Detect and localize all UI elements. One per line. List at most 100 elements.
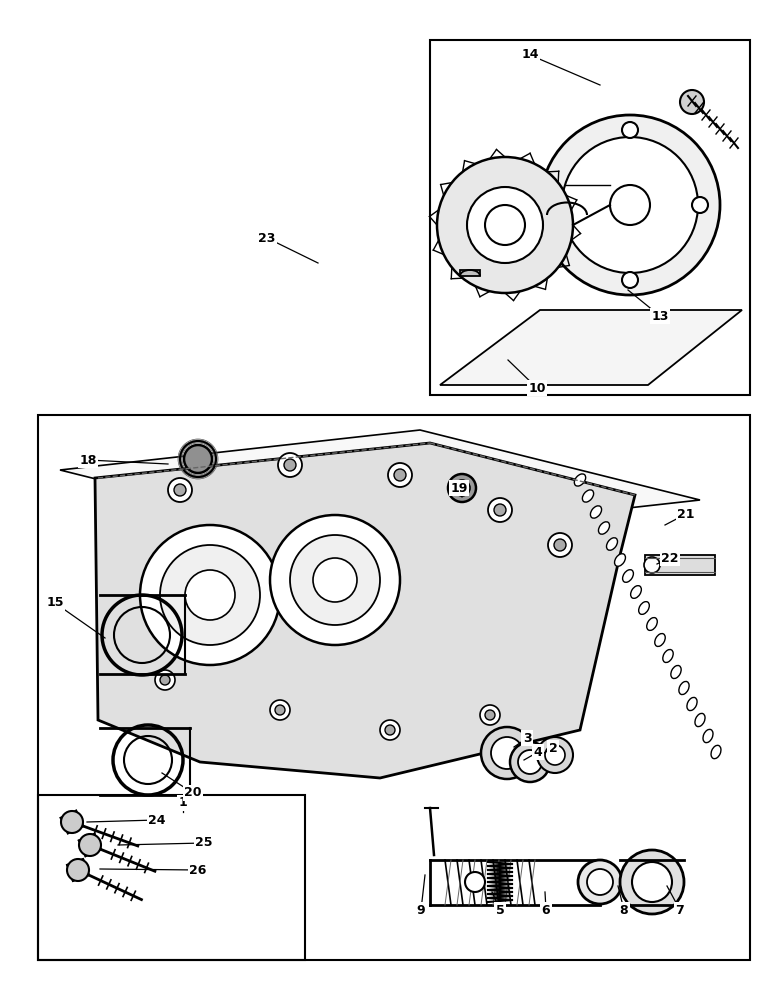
Ellipse shape: [631, 586, 642, 598]
Ellipse shape: [638, 602, 649, 614]
Circle shape: [465, 872, 485, 892]
Circle shape: [185, 570, 235, 620]
Circle shape: [488, 498, 512, 522]
Circle shape: [380, 720, 400, 740]
Circle shape: [140, 525, 280, 665]
Ellipse shape: [671, 665, 681, 679]
Circle shape: [160, 675, 170, 685]
Circle shape: [485, 710, 495, 720]
Text: 23: 23: [259, 232, 276, 244]
Circle shape: [578, 860, 622, 904]
Text: 25: 25: [195, 836, 213, 850]
Ellipse shape: [591, 506, 601, 518]
Circle shape: [313, 558, 357, 602]
Ellipse shape: [607, 538, 618, 550]
Circle shape: [622, 122, 638, 138]
Bar: [38, 415, 750, 960]
Circle shape: [562, 137, 698, 273]
Text: 22: 22: [662, 552, 679, 564]
Circle shape: [554, 539, 566, 551]
Circle shape: [587, 869, 613, 895]
Circle shape: [510, 742, 550, 782]
Text: 3: 3: [523, 732, 531, 744]
Circle shape: [174, 484, 186, 496]
Circle shape: [290, 535, 380, 625]
Ellipse shape: [622, 570, 633, 582]
Circle shape: [61, 811, 83, 833]
Circle shape: [394, 469, 406, 481]
Text: 9: 9: [417, 904, 425, 916]
Text: 4: 4: [533, 746, 543, 758]
Circle shape: [548, 533, 572, 557]
Text: 20: 20: [185, 786, 201, 800]
Text: 13: 13: [652, 310, 669, 322]
Circle shape: [454, 480, 470, 496]
Ellipse shape: [582, 490, 594, 502]
Circle shape: [437, 157, 573, 293]
Ellipse shape: [663, 650, 673, 662]
Circle shape: [620, 850, 684, 914]
Bar: [430, 40, 750, 395]
Ellipse shape: [695, 713, 705, 727]
Circle shape: [270, 700, 290, 720]
Circle shape: [481, 727, 533, 779]
Circle shape: [518, 750, 542, 774]
Circle shape: [692, 197, 708, 213]
Ellipse shape: [679, 681, 689, 695]
Circle shape: [278, 453, 302, 477]
Polygon shape: [440, 310, 742, 385]
Circle shape: [448, 474, 476, 502]
Text: 21: 21: [677, 508, 695, 520]
Ellipse shape: [615, 554, 625, 566]
Text: 5: 5: [496, 904, 504, 916]
Circle shape: [537, 737, 573, 773]
Text: 19: 19: [450, 482, 468, 494]
Polygon shape: [60, 430, 700, 540]
Circle shape: [632, 862, 672, 902]
Ellipse shape: [711, 745, 721, 759]
Circle shape: [494, 504, 506, 516]
Circle shape: [284, 459, 296, 471]
Circle shape: [79, 834, 101, 856]
Text: 14: 14: [521, 48, 539, 62]
Circle shape: [610, 185, 650, 225]
Circle shape: [388, 463, 412, 487]
Ellipse shape: [703, 729, 713, 743]
Ellipse shape: [647, 618, 657, 630]
Circle shape: [480, 705, 500, 725]
Circle shape: [270, 515, 400, 645]
Circle shape: [485, 205, 525, 245]
Text: 8: 8: [620, 904, 628, 916]
Circle shape: [385, 725, 395, 735]
Circle shape: [275, 705, 285, 715]
Text: 7: 7: [676, 904, 684, 916]
Bar: [645, 555, 715, 575]
Circle shape: [540, 115, 720, 295]
Circle shape: [680, 90, 704, 114]
Text: 24: 24: [148, 814, 166, 826]
Text: 26: 26: [189, 863, 207, 876]
Text: 10: 10: [528, 381, 546, 394]
Text: 2: 2: [549, 742, 557, 754]
Ellipse shape: [598, 522, 610, 534]
Circle shape: [545, 745, 565, 765]
Circle shape: [644, 557, 660, 573]
Ellipse shape: [574, 474, 586, 486]
Text: 1: 1: [178, 796, 188, 810]
Polygon shape: [95, 443, 635, 778]
Ellipse shape: [655, 634, 665, 646]
Text: 15: 15: [46, 596, 64, 609]
Circle shape: [67, 859, 89, 881]
Circle shape: [491, 737, 523, 769]
Ellipse shape: [687, 697, 697, 711]
Circle shape: [184, 445, 212, 473]
Circle shape: [622, 272, 638, 288]
Bar: [38, 795, 305, 960]
Circle shape: [155, 670, 175, 690]
Text: 18: 18: [80, 454, 96, 466]
Circle shape: [160, 545, 260, 645]
Circle shape: [168, 478, 192, 502]
Text: 6: 6: [542, 904, 550, 916]
Polygon shape: [460, 270, 480, 276]
Circle shape: [467, 187, 543, 263]
